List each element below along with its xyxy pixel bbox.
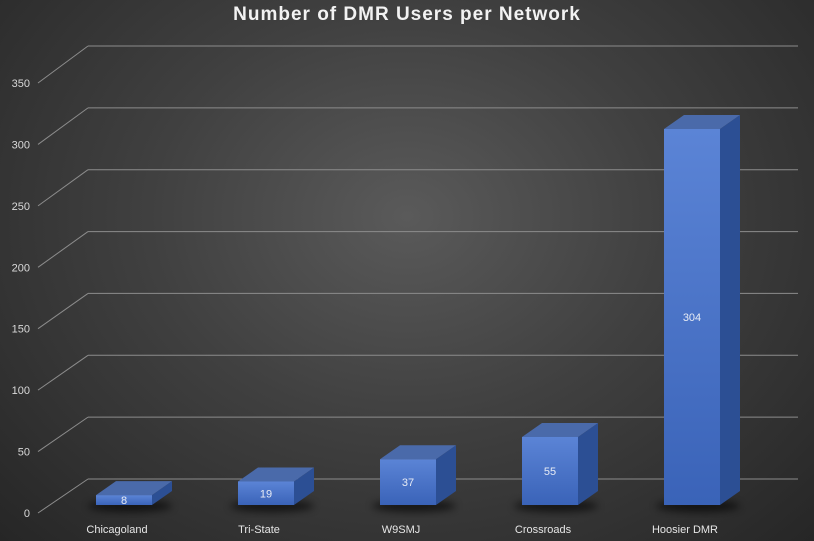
- bar-side-3: [578, 422, 598, 505]
- y-tick-label: 250: [12, 201, 30, 213]
- x-tick-label: Tri-State: [238, 524, 280, 536]
- bar-top-0: [96, 481, 172, 496]
- gridline-side-150: [37, 293, 89, 330]
- bar-top-1: [238, 467, 314, 482]
- bar-0: [96, 495, 152, 505]
- x-tick-label: Chicagoland: [86, 524, 147, 536]
- data-label: 55: [544, 466, 556, 478]
- gridline-side-100: [37, 354, 89, 391]
- gridline-side-250: [37, 169, 89, 207]
- y-tick-label: 200: [12, 262, 30, 274]
- data-label: 19: [260, 488, 272, 500]
- y-tick-label: 350: [12, 78, 30, 90]
- bar-top-2: [380, 445, 456, 460]
- gridline-side-50: [37, 416, 89, 452]
- gridline-side-300: [37, 107, 89, 145]
- x-tick-label: Crossroads: [515, 524, 572, 536]
- gridline-side-200: [37, 231, 89, 268]
- y-tick-label: 100: [12, 385, 30, 397]
- x-tick-label: W9SMJ: [382, 524, 421, 536]
- y-tick-label: 300: [12, 139, 30, 151]
- x-tick-label: Hoosier DMR: [652, 524, 718, 536]
- bar-side-1: [294, 467, 314, 505]
- bar-3: [522, 436, 578, 505]
- data-label: 37: [402, 477, 414, 489]
- chart-title: Number of DMR Users per Network: [233, 4, 581, 25]
- bar-1: [238, 481, 294, 505]
- y-tick-label: 150: [12, 324, 30, 336]
- y-tick-label: 50: [18, 447, 30, 459]
- bar-side-2: [436, 445, 456, 505]
- bar-4: [664, 129, 720, 505]
- gridline-side-0: [37, 478, 89, 514]
- bar-top-3: [522, 422, 598, 437]
- y-tick-label: 0: [24, 508, 30, 520]
- bar-2: [380, 459, 436, 505]
- bar-side-0: [152, 481, 172, 505]
- data-label: 304: [683, 312, 701, 324]
- bar-top-4: [664, 115, 740, 129]
- bar-side-4: [720, 115, 740, 505]
- gridline-side-350: [37, 45, 89, 84]
- data-label: 8: [121, 495, 127, 507]
